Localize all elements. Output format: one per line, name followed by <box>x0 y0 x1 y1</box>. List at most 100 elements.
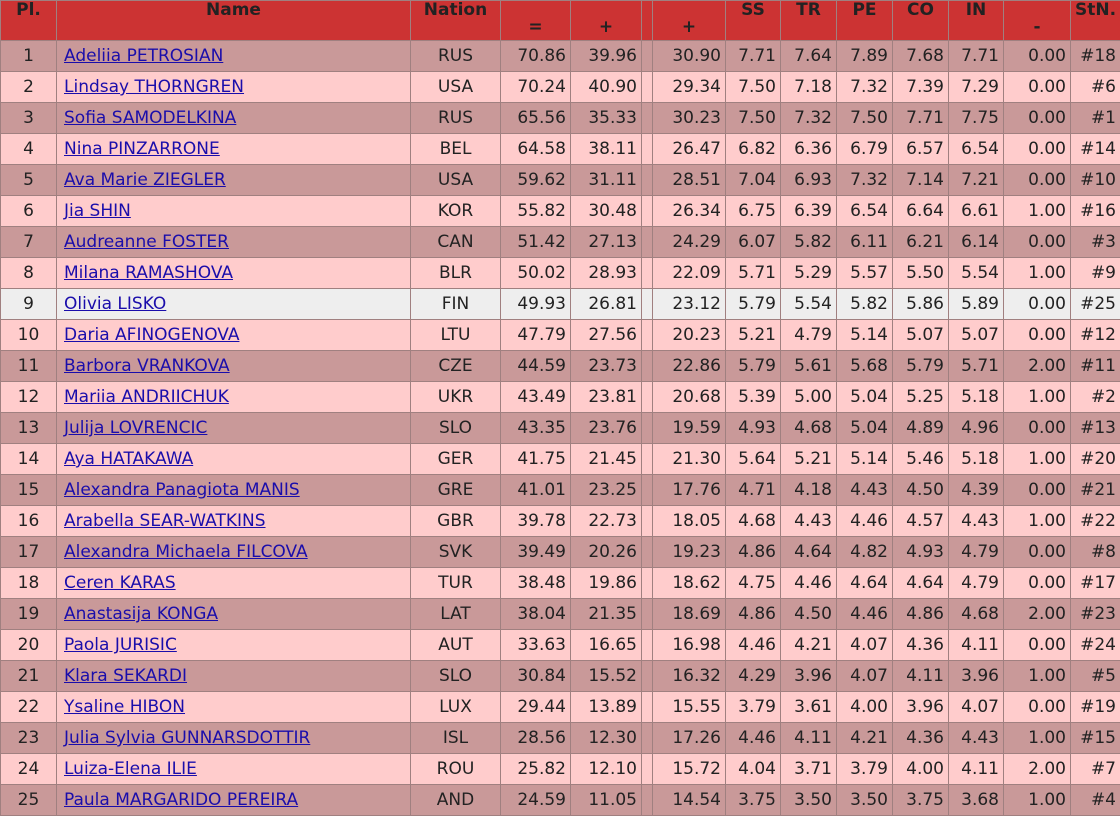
cell: 5.07 <box>948 319 1004 351</box>
skater-link[interactable]: Alexandra Michaela FILCOVA <box>64 542 308 562</box>
cell: 0.00 <box>1003 133 1071 165</box>
cell: 5.82 <box>780 226 837 258</box>
cell: 17.76 <box>652 474 726 506</box>
skater-link[interactable]: Lindsay THORNGREN <box>64 77 245 97</box>
cell: #9 <box>1070 257 1120 289</box>
skater-link[interactable]: Barbora VRANKOVA <box>64 356 230 376</box>
cell: 44.59 <box>500 350 571 382</box>
skater-link[interactable]: Julia Sylvia GUNNARSDOTTIR <box>64 728 311 748</box>
skater-link[interactable]: Paula MARGARIDO PEREIRA <box>64 790 299 810</box>
cell: 27.56 <box>570 319 642 351</box>
skater-link[interactable]: Alexandra Panagiota MANIS <box>64 480 300 500</box>
cell: 0.00 <box>1003 567 1071 599</box>
cell: 24.29 <box>652 226 726 258</box>
cell: 4.07 <box>836 660 893 692</box>
skater-row: 5 Ava Marie ZIEGLER USA 59.62 31.11 28.51 7.04… <box>0 164 1120 196</box>
cell: 28.93 <box>570 257 642 289</box>
cell: 6.14 <box>948 226 1004 258</box>
cell: 5.61 <box>780 350 837 382</box>
cell: 5.50 <box>892 257 949 289</box>
name-cell: Julia Sylvia GUNNARSDOTTIR <box>56 722 411 754</box>
cell: 7.21 <box>948 164 1004 196</box>
cell: 30.23 <box>652 102 726 134</box>
name-cell: Daria AFINOGENOVA <box>56 319 411 351</box>
skater-link[interactable]: Aya HATAKAWA <box>64 449 194 469</box>
cell: 18.69 <box>652 598 726 630</box>
column-header: Nation <box>410 0 501 41</box>
name-cell: Paola JURISIC <box>56 629 411 661</box>
skater-link[interactable]: Sofia SAMODELKINA <box>64 108 237 128</box>
cell: TUR <box>410 567 501 599</box>
cell: 7.18 <box>780 71 837 103</box>
cell: 3.96 <box>892 691 949 723</box>
cell: 4.79 <box>948 567 1004 599</box>
header-row: Pl. Name Nation = + + SS TR PE CO IN - StN. <box>0 0 1120 41</box>
skater-link[interactable]: Jia SHIN <box>64 201 131 221</box>
cell: CAN <box>410 226 501 258</box>
name-cell: Barbora VRANKOVA <box>56 350 411 382</box>
skater-link[interactable]: Olivia LISKO <box>64 294 167 314</box>
skater-link[interactable]: Ava Marie ZIEGLER <box>64 170 226 190</box>
cell: 21.30 <box>652 443 726 475</box>
skater-link[interactable]: Nina PINZARRONE <box>64 139 220 159</box>
cell: BLR <box>410 257 501 289</box>
skater-link[interactable]: Ysaline HIBON <box>64 697 186 717</box>
skater-link[interactable]: Julija LOVRENCIC <box>64 418 208 438</box>
cell: 4.21 <box>780 629 837 661</box>
cell: 7.14 <box>892 164 949 196</box>
cell: 5.82 <box>836 288 893 320</box>
cell: 5.89 <box>948 288 1004 320</box>
skater-link[interactable]: Audreanne FOSTER <box>64 232 229 252</box>
skater-link[interactable]: Paola JURISIC <box>64 635 177 655</box>
spacer-cell <box>641 257 653 289</box>
skater-link[interactable]: Klara SEKARDI <box>64 666 188 686</box>
skater-row: 25 Paula MARGARIDO PEREIRA AND 24.59 11.05 14… <box>0 784 1120 816</box>
spacer-cell <box>641 319 653 351</box>
cell: 4.86 <box>725 598 781 630</box>
cell: 4.86 <box>725 536 781 568</box>
skater-row: 21 Klara SEKARDI SLO 30.84 15.52 16.32 4.29 3.9… <box>0 660 1120 692</box>
cell: 5.04 <box>836 412 893 444</box>
cell: 15 <box>0 474 57 506</box>
skater-link[interactable]: Anastasija KONGA <box>64 604 219 624</box>
cell: 3.68 <box>948 784 1004 816</box>
cell: #13 <box>1070 412 1120 444</box>
skater-link[interactable]: Milana RAMASHOVA <box>64 263 234 283</box>
skater-link[interactable]: Luiza-Elena ILIE <box>64 759 197 779</box>
cell: #16 <box>1070 195 1120 227</box>
cell: 31.11 <box>570 164 642 196</box>
cell: #21 <box>1070 474 1120 506</box>
cell: 7.89 <box>836 40 893 72</box>
skater-link[interactable]: Adeliia PETROSIAN <box>64 46 224 66</box>
cell: 6.57 <box>892 133 949 165</box>
cell: 4.36 <box>892 629 949 661</box>
skater-link[interactable]: Daria AFINOGENOVA <box>64 325 240 345</box>
cell: 3 <box>0 102 57 134</box>
name-cell: Anastasija KONGA <box>56 598 411 630</box>
cell: 4.46 <box>836 598 893 630</box>
skater-link[interactable]: Arabella SEAR-WATKINS <box>64 511 266 531</box>
cell: 64.58 <box>500 133 571 165</box>
cell: KOR <box>410 195 501 227</box>
skater-link[interactable]: Ceren KARAS <box>64 573 176 593</box>
skater-row: 11 Barbora VRANKOVA CZE 44.59 23.73 22.86 5.79… <box>0 350 1120 382</box>
cell: 0.00 <box>1003 71 1071 103</box>
cell: 21.45 <box>570 443 642 475</box>
spacer-cell <box>641 474 653 506</box>
cell: 12.10 <box>570 753 642 785</box>
skater-link[interactable]: Mariia ANDRIICHUK <box>64 387 229 407</box>
cell: 5.21 <box>725 319 781 351</box>
cell: #8 <box>1070 536 1120 568</box>
name-cell: Sofia SAMODELKINA <box>56 102 411 134</box>
cell: 17.26 <box>652 722 726 754</box>
cell: 5.57 <box>836 257 893 289</box>
cell: 6 <box>0 195 57 227</box>
spacer-cell <box>641 691 653 723</box>
cell: 5.54 <box>780 288 837 320</box>
cell: #14 <box>1070 133 1120 165</box>
cell: 22.73 <box>570 505 642 537</box>
name-cell: Julija LOVRENCIC <box>56 412 411 444</box>
column-header: TR <box>780 0 837 41</box>
cell: 5.04 <box>836 381 893 413</box>
cell: 6.54 <box>948 133 1004 165</box>
